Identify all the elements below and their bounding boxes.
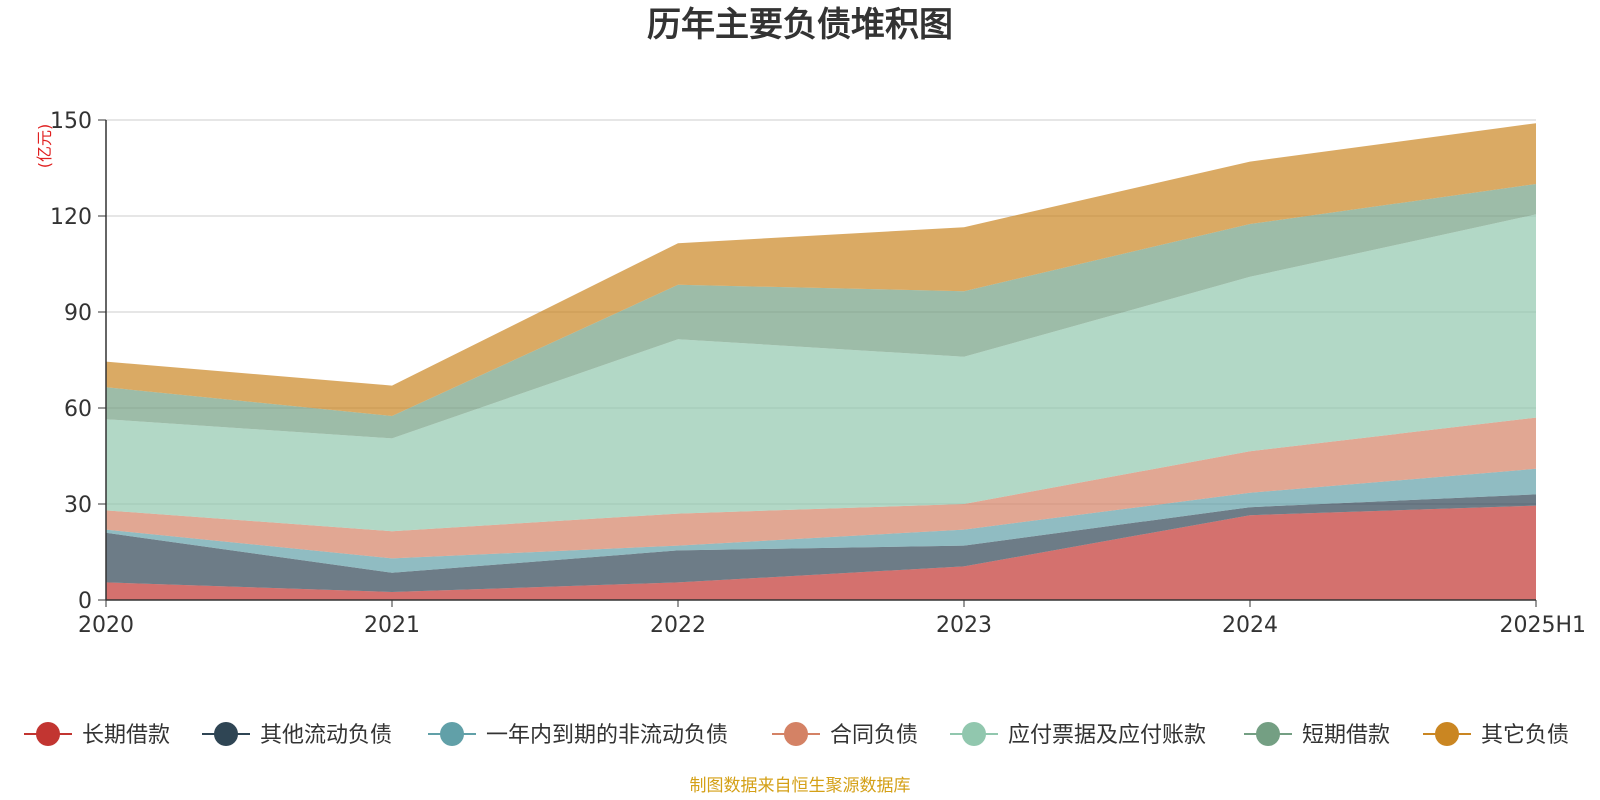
legend-label: 一年内到期的非流动负债 (486, 723, 728, 748)
legend-item-6[interactable]: 短期借款 (1244, 722, 1390, 748)
y-tick-label: 0 (78, 589, 92, 614)
legend-circle-marker (36, 722, 60, 746)
x-tick-label: 2022 (650, 613, 706, 638)
x-tick-label: 2021 (364, 613, 420, 638)
area-series-5 (106, 214, 1536, 532)
legend-item-5[interactable]: 应付票据及应付账款 (950, 722, 1206, 748)
area-series-7 (106, 123, 1536, 416)
y-tick-label: 60 (64, 397, 92, 422)
legend-label: 应付票据及应付账款 (1008, 723, 1206, 748)
y-tick-label: 150 (50, 109, 92, 134)
legend-circle-marker (440, 722, 464, 746)
legend[interactable]: 长期借款 其他流动负债 一年内到期的非流动负债 合同负债 应付票据及应付账款 短期借款 其它… (24, 722, 1569, 748)
area-series-6 (106, 184, 1536, 439)
area-series-4 (106, 417, 1536, 559)
x-tick-label: 2020 (78, 613, 134, 638)
area-series-2 (106, 494, 1536, 592)
legend-label: 短期借款 (1302, 723, 1390, 748)
chart-title: 历年主要负债堆积图 (647, 5, 953, 45)
y-tick-label: 30 (64, 493, 92, 518)
legend-circle-marker (214, 722, 238, 746)
legend-circle-marker (1256, 722, 1280, 746)
legend-item-7[interactable]: 其它负债 (1423, 722, 1569, 748)
legend-item-2[interactable]: 其他流动负债 (202, 722, 392, 748)
legend-item-4[interactable]: 合同负债 (772, 722, 918, 748)
legend-label: 其它负债 (1481, 723, 1569, 748)
x-tick-label: 2025H1 (1499, 613, 1586, 638)
legend-circle-marker (784, 722, 808, 746)
y-tick-label: 90 (64, 301, 92, 326)
legend-item-1[interactable]: 长期借款 (24, 722, 170, 748)
area-series-1 (106, 505, 1536, 600)
legend-circle-marker (1435, 722, 1459, 746)
y-tick-label: 120 (50, 205, 92, 230)
legend-circle-marker (962, 722, 986, 746)
area-series-layer (106, 123, 1536, 600)
y-axis-unit-label: (亿元) (35, 124, 54, 169)
legend-label: 长期借款 (82, 723, 170, 748)
legend-label: 其他流动负债 (260, 723, 392, 748)
source-note: 制图数据来自恒生聚源数据库 (690, 776, 911, 796)
x-tick-label: 2024 (1222, 613, 1278, 638)
legend-item-3[interactable]: 一年内到期的非流动负债 (428, 722, 728, 748)
x-tick-label: 2023 (936, 613, 992, 638)
legend-label: 合同负债 (830, 723, 918, 748)
axes: 0 30 60 90 120 150 2020 2021 2022 2023 2024 2025H1 (50, 109, 1586, 638)
